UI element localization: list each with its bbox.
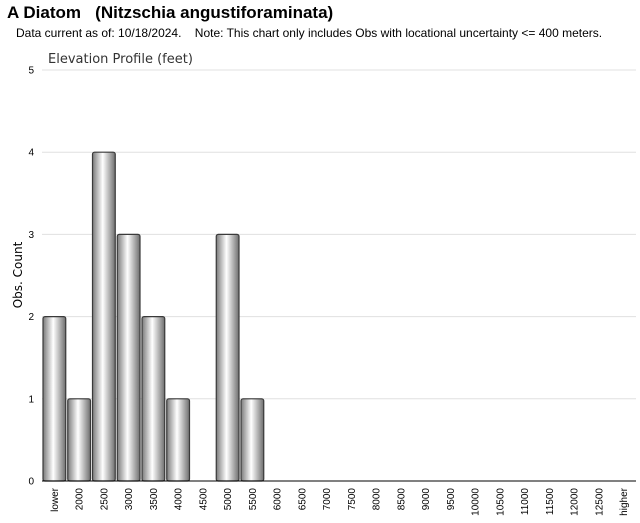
x-tick-label: 2500 [99, 488, 110, 511]
x-tick-label: 8000 [372, 488, 383, 511]
x-tick-label: 5000 [223, 488, 234, 511]
bar-2000 [67, 398, 92, 482]
x-tick-label: 4500 [198, 488, 209, 511]
y-tick-label: 0 [28, 477, 34, 488]
x-tick-label: 7500 [347, 488, 358, 511]
bars [42, 151, 265, 482]
x-tick-label: 6000 [273, 488, 284, 511]
y-tick-label: 4 [28, 148, 34, 159]
bar-2500 [91, 151, 116, 482]
x-tick-label: 11000 [520, 488, 531, 516]
x-tick-label: 4000 [174, 488, 185, 511]
bar-5500 [240, 398, 265, 482]
x-tick-label: 9500 [446, 488, 457, 511]
y-tick-label: 3 [28, 230, 34, 241]
x-tick-labels: lower 2000 2500 3000 3500 4000 4500 5000 5500 600… [50, 487, 630, 515]
x-tick-label: 7000 [322, 488, 333, 511]
bar-3500 [141, 316, 166, 482]
y-tick-label: 2 [28, 312, 34, 323]
x-tick-label: 11500 [545, 488, 556, 516]
x-tick-label: 3500 [149, 488, 160, 511]
x-tick-label: 10000 [471, 488, 482, 516]
bar-5000 [215, 233, 240, 482]
y-tick-label: 1 [28, 394, 34, 405]
x-tick-label: 3000 [124, 488, 135, 511]
chart-title: Elevation Profile (feet) [48, 52, 193, 67]
bar-lower [42, 316, 67, 482]
data-note: Data current as of: 10/18/2024. Note: Th… [16, 26, 603, 40]
y-axis-label: Obs. Count [11, 241, 25, 308]
bar-3000 [116, 233, 141, 482]
y-tick-label: 5 [28, 66, 34, 77]
x-tick-label: 10500 [495, 488, 506, 516]
bar-4000 [166, 398, 191, 482]
grid-lines [42, 69, 636, 400]
x-tick-label: 8500 [396, 488, 407, 511]
y-tick-labels: 0 1 2 3 4 5 [28, 66, 34, 488]
x-tick-label: 6500 [297, 488, 308, 511]
x-tick-label: 2000 [75, 488, 86, 511]
x-tick-label: 5500 [248, 488, 259, 511]
x-tick-label: 9000 [421, 488, 432, 511]
page-title: A Diatom (Nitzschia angustiforaminata) [7, 3, 334, 22]
x-tick-label: 12500 [594, 488, 605, 516]
x-tick-label: lower [50, 487, 61, 512]
x-tick-label: 12000 [570, 488, 581, 516]
x-tick-label: higher [619, 487, 630, 515]
